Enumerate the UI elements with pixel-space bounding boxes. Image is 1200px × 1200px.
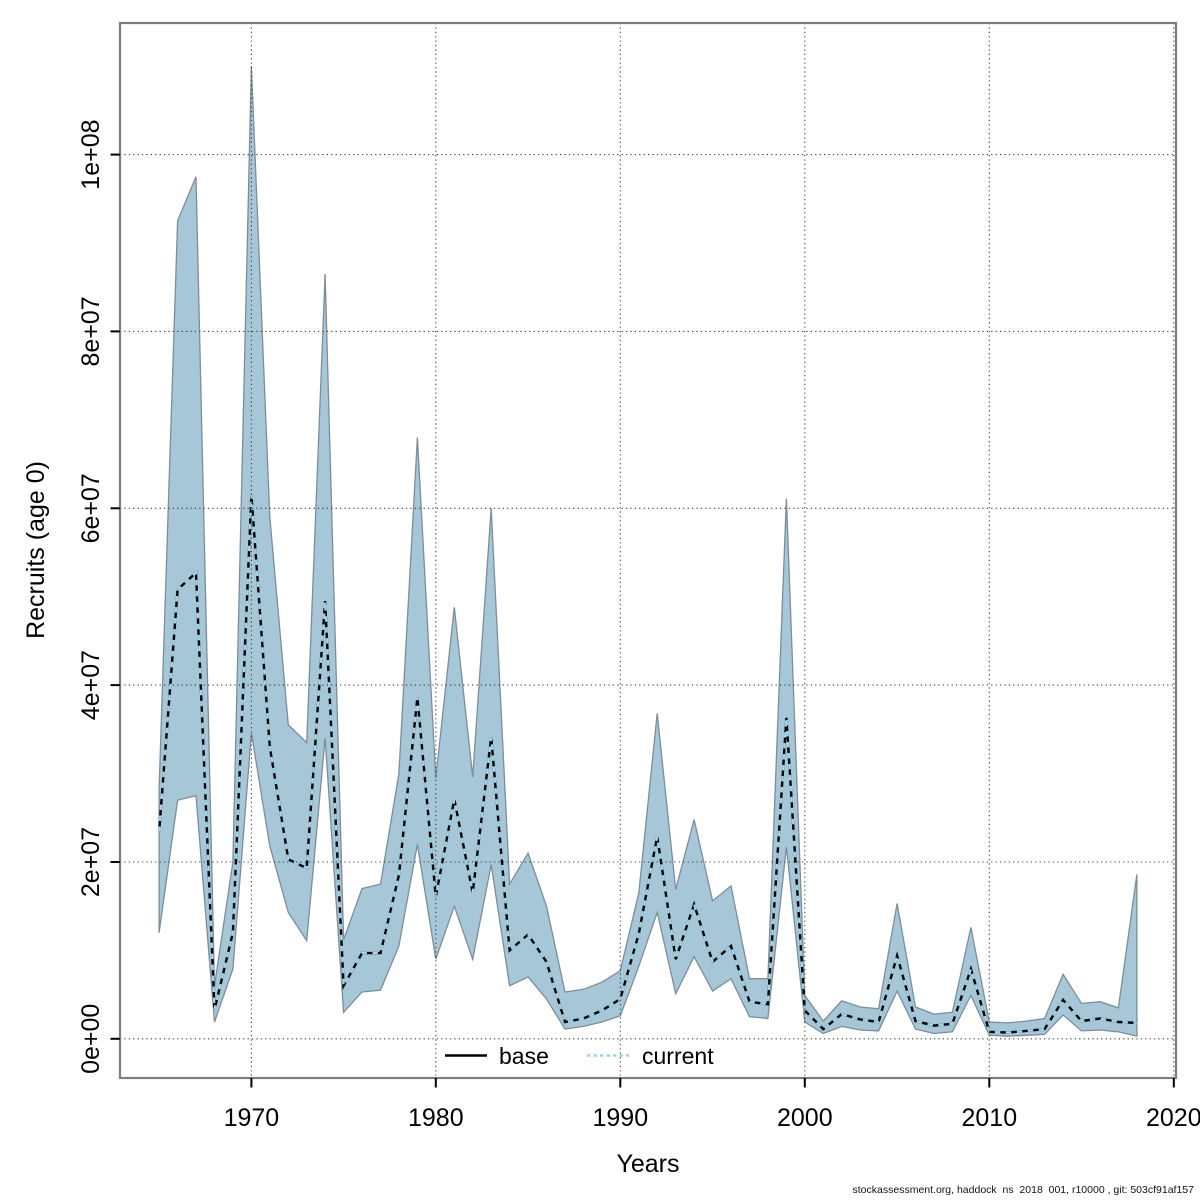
y-axis-title: Recruits (age 0) [22, 461, 50, 639]
y-tick-label: 0e+00 [77, 1004, 105, 1074]
y-tick-label: 4e+07 [77, 650, 105, 720]
legend-current-label: current [642, 1043, 714, 1069]
x-tick-label: 1970 [224, 1104, 280, 1132]
confidence-band [158, 66, 1138, 1038]
y-tick-label: 1e+08 [77, 119, 105, 189]
gridline-layer [120, 23, 1176, 1078]
legend-base-label: base [499, 1043, 549, 1069]
y-tick-label: 2e+07 [77, 827, 105, 897]
x-tick-label: 1990 [592, 1104, 648, 1132]
x-tick-label: 1980 [408, 1104, 464, 1132]
x-axis-title: Years [616, 1150, 679, 1178]
footer-attribution: stockassessment.org, haddock ns 2018 001… [853, 1184, 1195, 1196]
legend: base current [445, 1043, 714, 1069]
base-median-line [157, 494, 1137, 1034]
y-tick-label: 8e+07 [77, 296, 105, 366]
plot-frame [118, 21, 1178, 1080]
axis-layer: 1970 1980 1990 2000 2010 2020 0e+00 2e+07 4e+07 6… [77, 119, 1200, 1132]
confidence-band-layer [158, 66, 1138, 1038]
series-layer [157, 494, 1137, 1034]
x-tick-label: 2020 [1146, 1104, 1200, 1132]
x-tick-label: 2010 [961, 1104, 1017, 1132]
x-tick-label: 2000 [777, 1104, 833, 1132]
y-tick-label: 6e+07 [77, 473, 105, 543]
